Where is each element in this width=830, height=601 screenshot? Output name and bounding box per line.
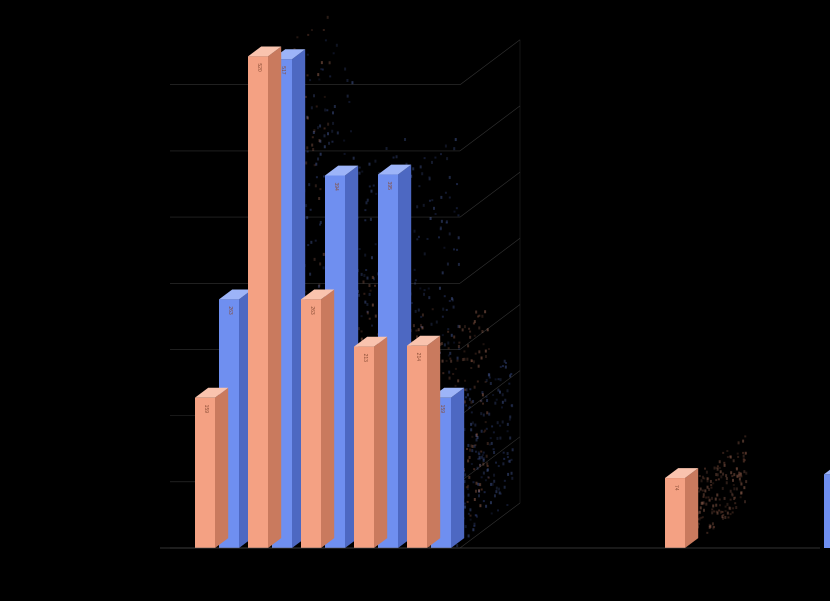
bar-front: [195, 398, 215, 548]
bar-side: [427, 336, 440, 548]
bar-value-label: 394: [333, 182, 339, 191]
bar-side: [321, 289, 334, 548]
bar-value-label: 74: [673, 485, 679, 491]
x-axis-labels: 20 - 24 25 - 29 30 - 34 35 - 39 40 - 44 45 70 …: [160, 548, 826, 567]
bar-group: 159214: [407, 336, 464, 548]
bar-group: 74: [665, 468, 698, 548]
x-axis-label: 20 - 24: [199, 556, 231, 567]
bar-top: [824, 464, 830, 474]
bar-side: [268, 46, 281, 548]
bar-group: 78: [824, 464, 830, 548]
bar-front: [354, 347, 374, 548]
bar-side: [374, 337, 387, 548]
bar-front: [248, 56, 268, 548]
bar-front: [824, 474, 830, 548]
bar-value-label: 520: [256, 63, 262, 72]
x-axis-label: 35 - 39: [358, 556, 390, 567]
x-axis-label: 40 - 44: [411, 556, 443, 567]
x-axis-label: 70 - 7: [672, 556, 698, 567]
bar-group: 395 213: [354, 165, 411, 548]
bar-side: [685, 468, 698, 548]
x-axis-label: 89: [814, 556, 826, 567]
bar-group: 394 263: [301, 166, 358, 548]
x-axis-label: 45: [474, 556, 486, 567]
bar-front: [301, 299, 321, 548]
bar-value-label: 395: [386, 182, 392, 191]
bar-value-label: 263: [227, 306, 233, 315]
x-axis-label: 25 - 29: [252, 556, 284, 567]
x-axis-label: 30 - 34: [305, 556, 337, 567]
bar-group: 517520: [248, 46, 305, 548]
bar-front: [407, 346, 427, 548]
bar-value-label: 214: [415, 353, 421, 362]
bar-side: [451, 388, 464, 548]
bar-value-label: 159: [203, 405, 209, 414]
bar-value-label: 263: [309, 306, 315, 315]
bar-chart-3d: 263 159 517520 394 263 395 213 159214 74 78 20 - …: [0, 0, 830, 601]
bar-side: [215, 388, 228, 548]
bar-group: 263 159: [195, 289, 252, 548]
bar-value-label: 213: [362, 354, 368, 363]
